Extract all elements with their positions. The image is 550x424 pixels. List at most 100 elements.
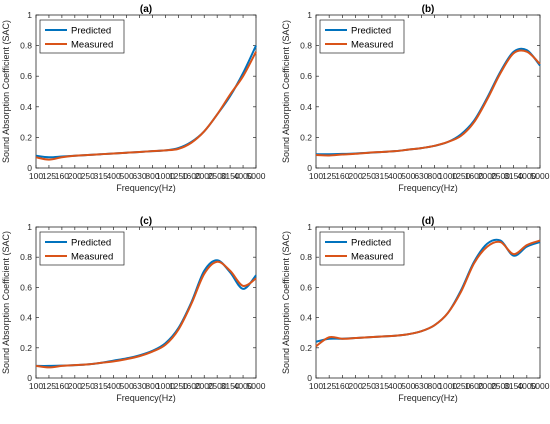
x-tick-label: 200 <box>68 171 82 181</box>
x-tick-label: 2000 <box>195 171 214 181</box>
x-axis-label: Frequency(Hz) <box>116 183 176 193</box>
x-tick-label: 2500 <box>491 381 510 391</box>
x-tick-label: 250 <box>362 171 376 181</box>
x-tick-label: 100 <box>29 381 43 391</box>
y-tick-label: 1 <box>307 10 312 20</box>
y-tick-label: 0.2 <box>20 132 32 142</box>
x-tick-label: 160 <box>55 171 69 181</box>
x-tick-label: 5000 <box>531 381 550 391</box>
x-tick-label: 160 <box>55 381 69 391</box>
y-tick-label: 0 <box>27 373 32 383</box>
x-tick-label: 100 <box>309 381 323 391</box>
x-tick-label: 1000 <box>438 381 457 391</box>
x-axis-label: Frequency(Hz) <box>398 183 458 193</box>
y-tick-label: 0.6 <box>20 282 32 292</box>
y-tick-label: 0.8 <box>300 41 312 51</box>
y-tick-label: 0.6 <box>300 71 312 81</box>
y-tick-label: 1 <box>27 222 32 232</box>
x-tick-label: 2000 <box>478 381 497 391</box>
legend: Predicted Measured <box>39 231 125 266</box>
x-tick-label: 4000 <box>517 171 536 181</box>
series-line-measured <box>315 239 541 348</box>
x-tick-label: 200 <box>348 381 362 391</box>
x-tick-label: 125 <box>42 381 56 391</box>
x-tick-label: 800 <box>427 171 441 181</box>
x-tick-label: 630 <box>132 381 146 391</box>
x-tick-label: 3150 <box>504 171 523 181</box>
x-tick-label: 250 <box>81 381 95 391</box>
x-tick-label: 1250 <box>169 381 188 391</box>
x-tick-label: 160 <box>335 381 349 391</box>
x-tick-label: 2000 <box>478 171 497 181</box>
x-tick-label: 1000 <box>438 171 457 181</box>
x-tick-label: 100 <box>29 171 43 181</box>
x-tick-label: 315 <box>94 171 108 181</box>
x-tick-label: 630 <box>132 171 146 181</box>
y-axis-label: Sound Absorption Coefficient (SAC) <box>1 20 11 163</box>
x-tick-label: 3150 <box>504 381 523 391</box>
x-tick-label: 1600 <box>182 171 201 181</box>
x-tick-label: 500 <box>401 381 415 391</box>
x-tick-label: 1000 <box>156 381 175 391</box>
legend: Predicted Measured <box>319 19 405 54</box>
legend-label-predicted: Predicted <box>71 26 111 37</box>
x-tick-label: 1250 <box>451 171 470 181</box>
x-tick-label: 4000 <box>517 381 536 391</box>
x-tick-label: 4000 <box>234 381 253 391</box>
y-tick-label: 0.4 <box>300 313 312 323</box>
x-tick-label: 125 <box>322 381 336 391</box>
chart-title: (a) <box>140 4 152 15</box>
y-tick-label: 0.4 <box>20 102 32 112</box>
legend: Predicted Measured <box>39 19 125 54</box>
legend-box <box>39 231 125 266</box>
x-tick-label: 315 <box>375 171 389 181</box>
x-tick-label: 400 <box>107 171 121 181</box>
x-tick-label: 500 <box>119 381 133 391</box>
x-tick-label: 1250 <box>451 381 470 391</box>
legend-label-predicted: Predicted <box>351 238 391 249</box>
y-tick-label: 0.4 <box>20 313 32 323</box>
x-tick-label: 630 <box>414 171 428 181</box>
chart-panel-2: (b)00.20.40.60.8110012516020025031540050… <box>281 4 550 193</box>
x-tick-label: 5000 <box>247 381 266 391</box>
y-tick-label: 0.4 <box>300 102 312 112</box>
chart-panel-4: (d)00.20.40.60.8110012516020025031540050… <box>281 216 550 403</box>
legend-label-measured: Measured <box>71 40 113 51</box>
x-tick-label: 315 <box>375 381 389 391</box>
y-tick-label: 0.6 <box>20 71 32 81</box>
y-tick-label: 0.8 <box>20 252 32 262</box>
y-tick-label: 0.8 <box>300 252 312 262</box>
y-axis-label: Sound Absorption Coefficient (SAC) <box>281 231 291 374</box>
x-tick-label: 2500 <box>208 381 227 391</box>
series-line-measured <box>35 51 257 161</box>
legend-box <box>39 19 125 54</box>
x-tick-label: 630 <box>414 381 428 391</box>
x-tick-label: 500 <box>119 171 133 181</box>
chart-panel-1: (a)00.20.40.60.8110012516020025031540050… <box>1 4 266 193</box>
chart-title: (d) <box>422 216 435 227</box>
x-tick-label: 1600 <box>465 171 484 181</box>
x-tick-label: 315 <box>94 381 108 391</box>
y-tick-label: 0 <box>307 373 312 383</box>
x-tick-label: 5000 <box>247 171 266 181</box>
x-tick-label: 160 <box>335 171 349 181</box>
x-tick-label: 1000 <box>156 171 175 181</box>
x-tick-label: 200 <box>68 381 82 391</box>
x-tick-label: 200 <box>348 171 362 181</box>
x-tick-label: 2000 <box>195 381 214 391</box>
x-tick-label: 400 <box>388 381 402 391</box>
x-tick-label: 250 <box>81 171 95 181</box>
x-tick-label: 4000 <box>234 171 253 181</box>
y-tick-label: 0.6 <box>300 282 312 292</box>
legend-label-predicted: Predicted <box>351 26 391 37</box>
y-tick-label: 0.8 <box>20 41 32 51</box>
x-tick-label: 3150 <box>221 381 240 391</box>
x-tick-label: 5000 <box>531 171 550 181</box>
x-tick-label: 3150 <box>221 171 240 181</box>
x-tick-label: 1250 <box>169 171 188 181</box>
y-tick-label: 0 <box>307 163 312 173</box>
y-axis-label: Sound Absorption Coefficient (SAC) <box>1 231 11 374</box>
chart-panel-3: (c)00.20.40.60.8110012516020025031540050… <box>1 216 266 403</box>
x-tick-label: 2500 <box>208 171 227 181</box>
